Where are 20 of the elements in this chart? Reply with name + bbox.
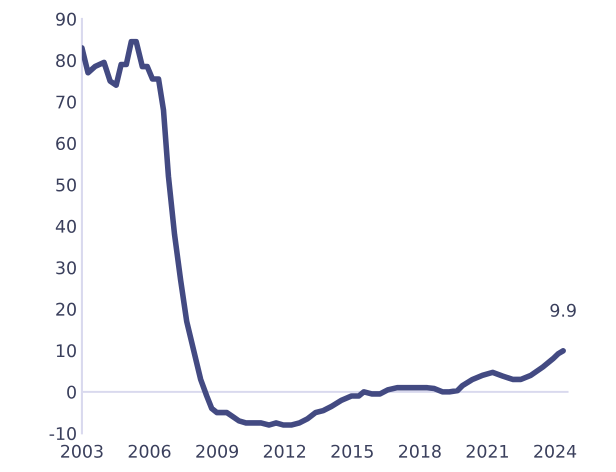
y-tick-label: 40 — [56, 220, 76, 233]
y-tick-label: -10 — [50, 427, 76, 440]
y-tick-label: 70 — [56, 95, 76, 109]
x-tick-label: 2003 — [61, 444, 103, 458]
y-tick-label: 80 — [56, 54, 76, 68]
x-tick-label: 2015 — [331, 444, 373, 458]
x-tick-label: 2024 — [534, 444, 576, 458]
y-tick-label: 60 — [56, 136, 76, 150]
y-tick-label: 20 — [56, 302, 76, 316]
x-tick-label: 2009 — [196, 444, 238, 458]
x-tick-label: 2012 — [264, 444, 306, 458]
y-tick-label: 90 — [56, 12, 76, 26]
y-tick-label: 50 — [56, 178, 76, 192]
annotation: 9.9 — [550, 304, 576, 317]
y-tick-label: 10 — [56, 344, 76, 358]
x-tick-label: 2021 — [466, 444, 508, 458]
x-tick-label: 2006 — [128, 444, 171, 458]
y-tick-label: 30 — [56, 261, 76, 274]
y-tick-label: 0 — [67, 386, 76, 399]
x-tick-label: 2018 — [399, 444, 441, 458]
